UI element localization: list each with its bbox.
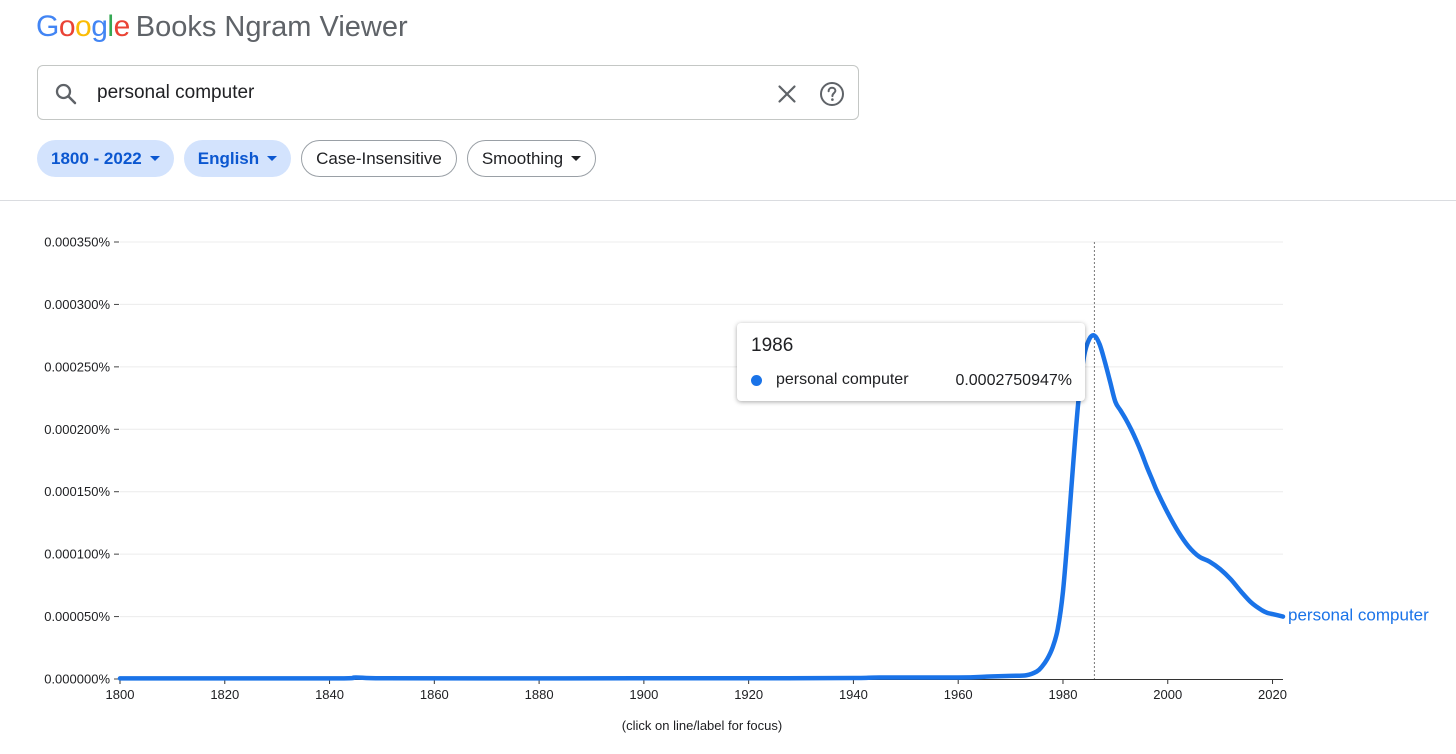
language-label: English (197, 148, 260, 168)
x-tick-label: 2000 (1153, 687, 1182, 702)
chevron-down-icon (267, 156, 278, 161)
google-books-ngram-logo[interactable]: Google Books Ngram Viewer (36, 8, 408, 46)
search-icon (55, 83, 77, 105)
x-tick-label: 1900 (629, 687, 658, 702)
chevron-down-icon (149, 156, 160, 161)
x-tick-label: 1980 (1049, 687, 1078, 702)
chevron-down-icon (571, 156, 582, 161)
tooltip-series-name: personal computer (776, 371, 909, 388)
y-tick-label: 0.000050% (44, 609, 110, 624)
header-divider (0, 200, 1456, 201)
y-tick-label: 0.000150% (44, 484, 110, 499)
tooltip-value: 0.0002750947% (955, 372, 1072, 389)
logo-letter-0: G (36, 10, 59, 43)
y-tick-label: 0.000000% (44, 672, 110, 687)
tooltip-year: 1986 (751, 335, 794, 356)
year-range-label: 1800 - 2022 (51, 148, 142, 168)
x-tick-label: 1940 (839, 687, 868, 702)
product-name: Books Ngram Viewer (135, 10, 408, 43)
series-line-personal-computer[interactable] (117, 333, 1286, 681)
logo-letter-5: e (113, 10, 131, 43)
clear-icon[interactable] (775, 82, 799, 106)
case-insensitive-toggle[interactable]: Case-Insensitive (301, 140, 457, 177)
x-tick-label: 1800 (106, 687, 135, 702)
logo-letter-4: l (107, 10, 114, 43)
logo-letter-2: o (75, 10, 92, 43)
smoothing-label: Smoothing (481, 148, 564, 168)
smoothing-dropdown[interactable]: Smoothing (466, 140, 597, 177)
search-box[interactable] (37, 65, 859, 120)
series-end-label[interactable]: personal computer (1288, 606, 1429, 625)
x-tick-label: 1860 (420, 687, 449, 702)
x-tick-label: 1840 (315, 687, 344, 702)
year-range-dropdown[interactable]: 1800 - 2022 (37, 140, 174, 177)
ngram-chart[interactable]: 0.000000% 0.000050% 0.000100% 0.000150% 0.00… (0, 201, 1456, 721)
x-tick-label: 1960 (944, 687, 973, 702)
y-tick-label: 0.000100% (44, 547, 110, 562)
x-tick-label: 1820 (210, 687, 239, 702)
series-dot (751, 375, 762, 386)
help-icon[interactable] (819, 81, 845, 107)
x-tick-label: 1920 (734, 687, 763, 702)
y-tick-label: 0.000300% (44, 297, 110, 312)
y-tick-label: 0.000200% (44, 422, 110, 437)
search-input[interactable] (97, 76, 737, 110)
google-wordmark: Google (36, 10, 130, 44)
logo-letter-3: g (91, 10, 108, 43)
case-insensitive-label: Case-Insensitive (316, 148, 442, 168)
y-tick-label: 0.000350% (44, 235, 110, 250)
logo-letter-1: o (58, 10, 76, 43)
chart-hint: (click on line/label for focus) (621, 718, 783, 733)
language-dropdown[interactable]: English (183, 140, 292, 177)
hover-tooltip: 1986 personal computer 0.0002750947% (737, 323, 1085, 401)
filter-chips: 1800 - 2022 English Case-Insensitive Smo… (37, 140, 597, 177)
x-tick-label: 2020 (1258, 687, 1287, 702)
x-tick-label: 1880 (525, 687, 554, 702)
y-tick-label: 0.000250% (44, 359, 110, 374)
